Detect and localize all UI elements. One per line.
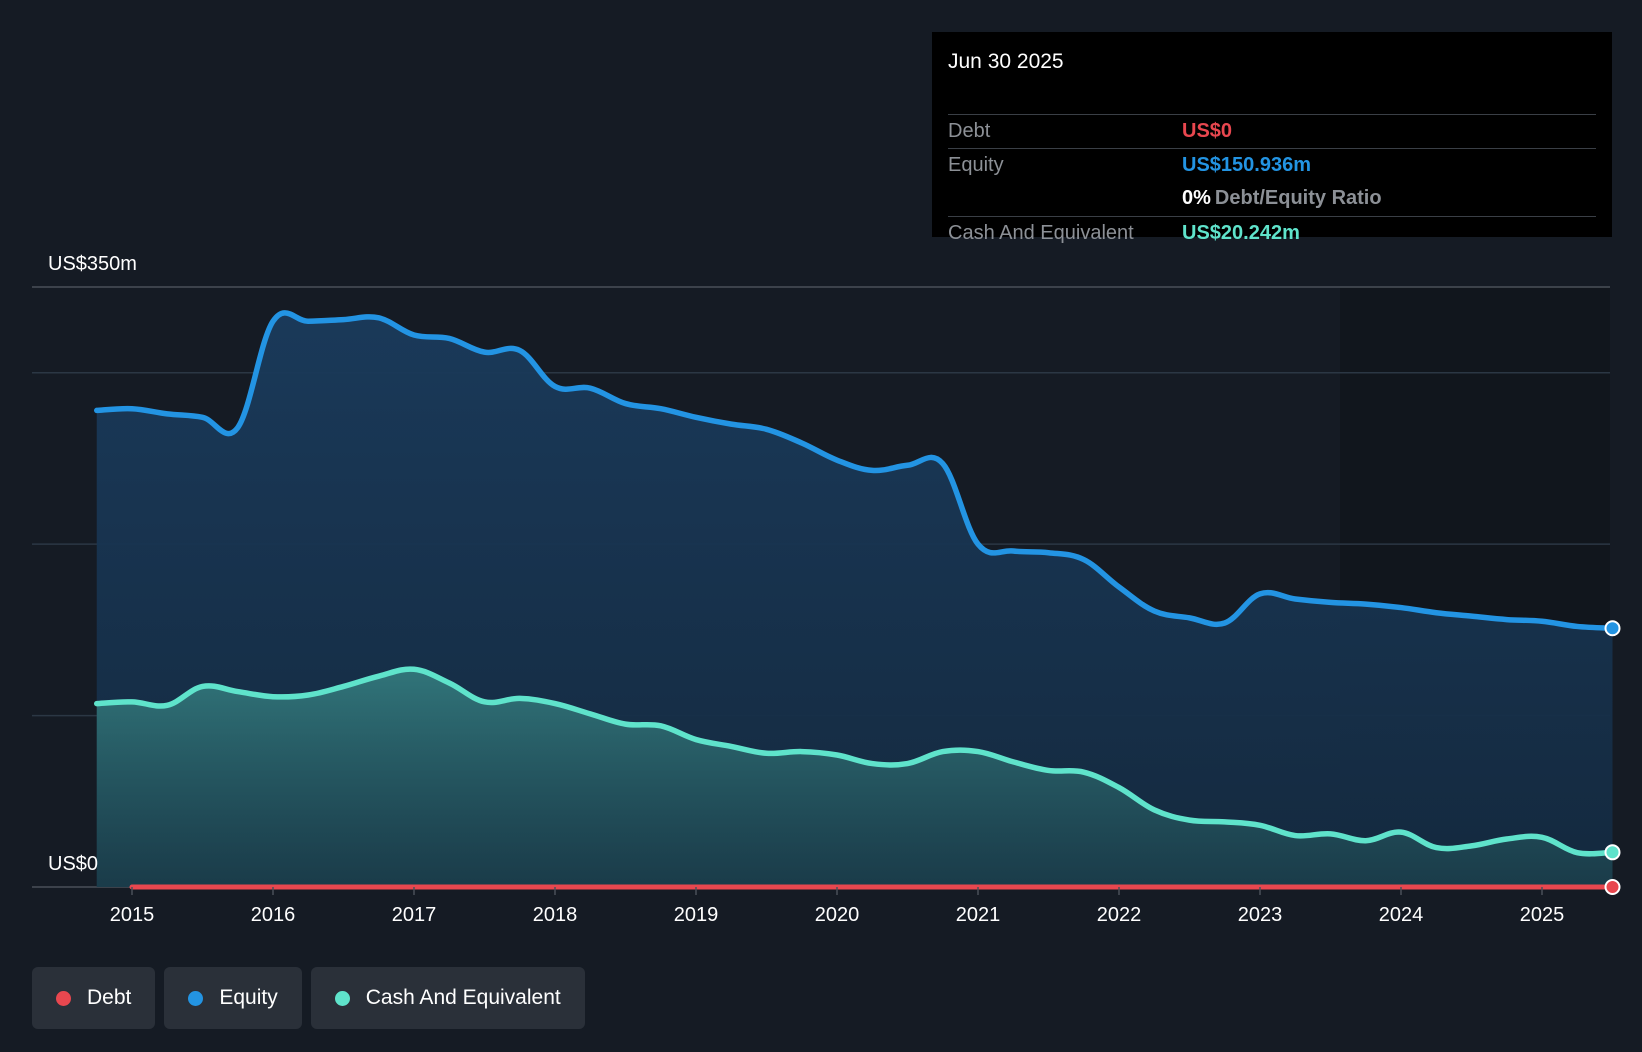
- debt-dot-icon: [56, 990, 71, 1006]
- x-tick-label-2017: 2017: [392, 904, 437, 926]
- tooltip-equity-label: Equity: [948, 154, 1004, 176]
- tooltip-ratio-value: 0%: [1182, 187, 1211, 209]
- tooltip-debt-row: Debt US$0: [948, 114, 1596, 149]
- legend-item-equity[interactable]: Equity: [164, 967, 302, 1029]
- tooltip-panel: Jun 30 2025 Debt US$0 Equity US$150.936m…: [932, 32, 1612, 244]
- legend-item-debt[interactable]: Debt: [32, 967, 156, 1029]
- tooltip-debt-value: US$0: [1182, 120, 1233, 142]
- tooltip-cash-label: Cash And Equivalent: [948, 222, 1134, 244]
- legend: Debt Equity Cash And Equivalent: [32, 967, 585, 1029]
- legend-equity-label: Equity: [219, 986, 278, 1009]
- y-axis-top-label: US$350m: [48, 253, 137, 275]
- y-axis-bottom-label: US$0: [48, 853, 98, 875]
- series-end-markers: [1604, 620, 1621, 895]
- tooltip-cash-value: US$20.242m: [1182, 222, 1300, 244]
- equity-end-marker: [1604, 620, 1621, 637]
- legend-cash-label: Cash And Equivalent: [365, 986, 561, 1009]
- legend-item-cash[interactable]: Cash And Equivalent: [310, 967, 585, 1029]
- tooltip-ratio-row: 0% Debt/Equity Ratio: [948, 182, 1596, 216]
- x-tick-label-2025: 2025: [1520, 904, 1565, 926]
- series-areas: [96, 312, 1613, 887]
- legend-debt-label: Debt: [87, 986, 132, 1009]
- tooltip-ratio-label: Debt/Equity Ratio: [1214, 187, 1382, 209]
- x-tick-label-2018: 2018: [533, 904, 578, 926]
- series-lines: [94, 310, 1616, 890]
- cash-line: [94, 666, 1616, 857]
- x-tick-label-2023: 2023: [1238, 904, 1283, 926]
- tooltip-cash-row: Cash And Equivalent US$20.242m: [948, 216, 1596, 251]
- tooltip-equity-value: US$150.936m: [1182, 154, 1311, 176]
- cash-end-marker: [1604, 844, 1621, 861]
- x-tick-label-2016: 2016: [251, 904, 296, 926]
- tooltip-ratio: 0% Debt/Equity Ratio: [1182, 187, 1382, 210]
- cash-dot-icon: [334, 990, 350, 1006]
- cash-area: [96, 669, 1613, 887]
- x-tick-label-2020: 2020: [815, 904, 860, 926]
- tooltip-equity-row: Equity US$150.936m: [948, 148, 1596, 183]
- x-tick-label-2019: 2019: [674, 904, 719, 926]
- x-tick-label-2024: 2024: [1379, 904, 1424, 926]
- x-tick-label-2022: 2022: [1097, 904, 1142, 926]
- debt-end-marker: [1604, 879, 1621, 895]
- equity-dot-icon: [188, 990, 204, 1006]
- equity-line: [94, 310, 1616, 632]
- tooltip-debt-label: Debt: [948, 120, 991, 142]
- tooltip-date: Jun 30 2025: [948, 50, 1064, 73]
- x-tick-label-2021: 2021: [956, 904, 1001, 926]
- x-tick-label-2015: 2015: [110, 904, 155, 926]
- x-axis-ticks: 2015 2016 2017 2018 2019 2020 2021 2022 2023 2024…: [110, 887, 1565, 926]
